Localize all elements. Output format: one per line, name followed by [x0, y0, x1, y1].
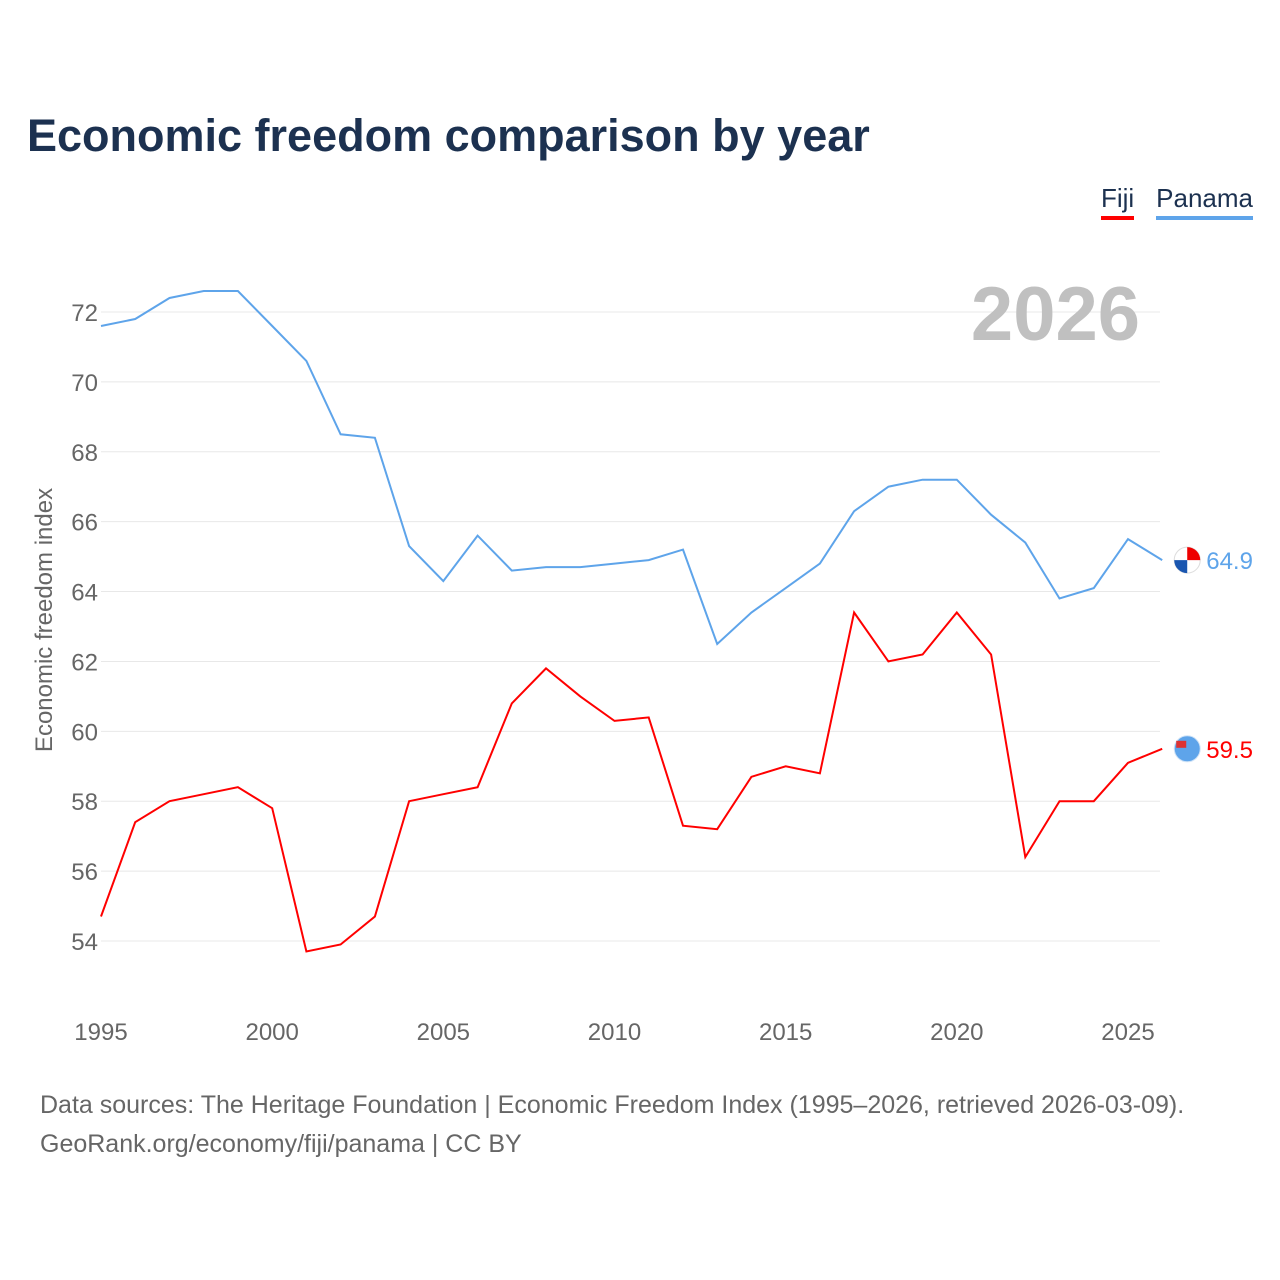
source-line-1: Data sources: The Heritage Foundation | …: [40, 1091, 1185, 1119]
y-axis-label: Economic freedom index: [31, 488, 58, 752]
series-line-fiji: [100, 610, 1163, 953]
flag-quarter: [1174, 560, 1188, 574]
end-value-label-panama: 64.9: [1206, 548, 1253, 575]
y-tick-label: 66: [71, 510, 98, 537]
x-tick-label: 2005: [417, 1019, 470, 1046]
y-tick-label: 62: [71, 649, 98, 676]
y-tick-label: 70: [71, 370, 98, 397]
year-watermark: 2026: [971, 272, 1140, 357]
y-tick-label: 72: [71, 300, 98, 327]
chart-title: Economic freedom comparison by year: [27, 110, 870, 161]
y-tick-label: 68: [71, 440, 98, 467]
legend-panama[interactable]: Panama: [1156, 183, 1253, 220]
flag-icon-fiji: [1173, 735, 1201, 763]
flag-canton: [1176, 740, 1187, 748]
x-tick-label: 2010: [588, 1019, 641, 1046]
x-tick-label: 2015: [759, 1019, 812, 1046]
y-tick-label: 64: [71, 580, 98, 607]
x-tick-label: 2020: [930, 1019, 983, 1046]
y-tick-label: 56: [71, 859, 98, 886]
flag-quarter: [1187, 547, 1201, 561]
y-tick-label: 58: [71, 789, 98, 816]
x-tick-label: 1995: [74, 1019, 127, 1046]
legend: Fiji Panama: [1100, 183, 1253, 220]
source-line-2[interactable]: GeoRank.org/economy/fiji/panama | CC BY: [40, 1130, 522, 1158]
y-tick-label: 54: [71, 929, 98, 956]
series-line-panama: [100, 290, 1163, 646]
x-tick-label: 2000: [245, 1019, 298, 1046]
legend-fiji[interactable]: Fiji: [1100, 183, 1135, 220]
end-value-label-fiji: 59.5: [1206, 737, 1253, 764]
source-note: Data sources: The Heritage Foundation | …: [40, 1086, 1184, 1164]
y-tick-label: 60: [71, 719, 98, 746]
x-tick-label: 2025: [1101, 1019, 1154, 1046]
